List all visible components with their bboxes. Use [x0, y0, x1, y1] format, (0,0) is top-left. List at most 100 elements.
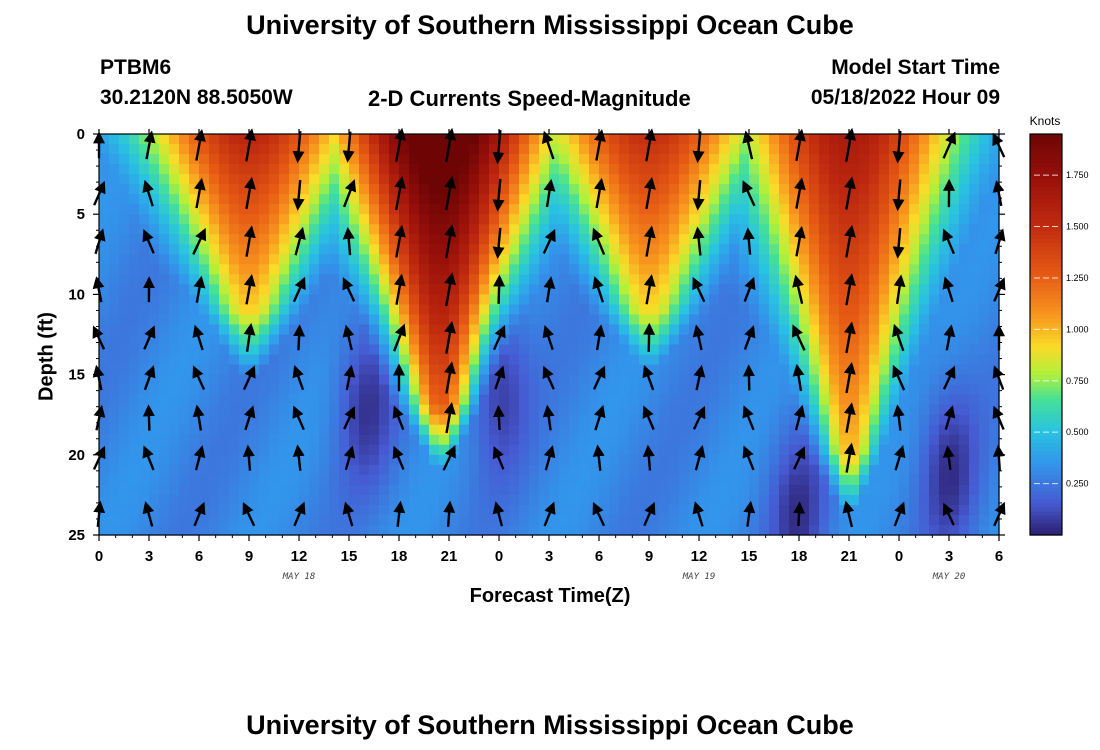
heatmap-cell: [279, 194, 290, 205]
heatmap-cell: [459, 294, 470, 306]
heatmap-cell: [569, 244, 580, 255]
heatmap-cell: [969, 474, 980, 486]
heatmap-cell: [719, 304, 730, 316]
heatmap-cell: [899, 164, 910, 175]
heatmap-cell: [819, 364, 830, 376]
heatmap-cell: [399, 494, 410, 506]
heatmap-cell: [509, 224, 520, 235]
heatmap-cell: [929, 514, 940, 526]
heatmap-cell: [139, 244, 150, 255]
heatmap-cell: [119, 144, 130, 155]
heatmap-cell: [419, 414, 430, 426]
heatmap-cell: [159, 174, 170, 185]
heatmap-cell: [499, 464, 510, 476]
heatmap-cell: [879, 314, 890, 326]
heatmap-cell: [799, 474, 810, 486]
heatmap-cell: [409, 424, 420, 436]
heatmap-cell: [899, 184, 910, 195]
heatmap-cell: [929, 134, 940, 145]
heatmap-cell: [409, 244, 420, 255]
heatmap-cell: [609, 364, 620, 376]
heatmap-cell: [229, 264, 240, 275]
heatmap-cell: [519, 184, 530, 195]
heatmap-cell: [599, 504, 610, 516]
heatmap-cell: [199, 314, 210, 326]
heatmap-cell: [979, 324, 990, 336]
heatmap-cell: [479, 314, 490, 326]
current-vector-arrow: [394, 127, 407, 163]
heatmap-cell: [179, 344, 190, 356]
heatmap-cell: [229, 324, 240, 336]
heatmap-cell: [419, 374, 430, 386]
heatmap-cell: [429, 194, 440, 205]
heatmap-cell: [709, 314, 720, 326]
heatmap-cell: [989, 334, 1000, 346]
heatmap-cell: [879, 354, 890, 366]
heatmap-cell: [839, 424, 850, 436]
heatmap-cell: [499, 264, 510, 275]
heatmap-cell: [859, 284, 870, 296]
heatmap-cell: [209, 484, 220, 496]
heatmap-cell: [609, 524, 620, 536]
heatmap-cell: [829, 444, 840, 456]
heatmap-cell: [429, 234, 440, 245]
heatmap-cell: [109, 224, 120, 235]
heatmap-cell: [819, 474, 830, 486]
heatmap-cell: [849, 154, 860, 165]
heatmap-cell: [739, 274, 750, 285]
heatmap-cell: [969, 384, 980, 396]
heatmap-cell: [599, 144, 610, 155]
heatmap-cell: [289, 504, 300, 516]
heatmap-cell: [599, 354, 610, 366]
heatmap-cell: [939, 304, 950, 316]
heatmap-cell: [659, 494, 670, 506]
heatmap-cell: [859, 424, 870, 436]
heatmap-cell: [309, 364, 320, 376]
heatmap-cell: [459, 464, 470, 476]
heatmap-cell: [969, 244, 980, 255]
current-vector-arrow: [142, 501, 155, 527]
heatmap-cell: [449, 144, 460, 155]
heatmap-cell: [689, 234, 700, 245]
colorbar-segment: [1030, 390, 1062, 396]
heatmap-cell: [439, 164, 450, 175]
heatmap-cell: [549, 204, 560, 215]
heatmap-cell: [419, 334, 430, 346]
heatmap-cell: [759, 404, 770, 416]
heatmap-cell: [799, 144, 810, 155]
heatmap-cell: [199, 454, 210, 466]
heatmap-cell: [759, 504, 770, 516]
heatmap-cell: [319, 234, 330, 245]
heatmap-cell: [159, 344, 170, 356]
heatmap-cell: [989, 394, 1000, 406]
heatmap-cell: [389, 484, 400, 496]
heatmap-cell: [509, 294, 520, 306]
heatmap-cell: [629, 524, 640, 536]
heatmap-cell: [569, 384, 580, 396]
heatmap-cell: [769, 454, 780, 466]
heatmap-cell: [789, 434, 800, 446]
heatmap-cell: [769, 244, 780, 255]
heatmap-cell: [349, 324, 360, 336]
heatmap-cell: [159, 504, 170, 516]
heatmap-cell: [919, 364, 930, 376]
heatmap-cell: [389, 194, 400, 205]
heatmap-cell: [899, 354, 910, 366]
heatmap-cell: [569, 264, 580, 275]
heatmap-cell: [979, 234, 990, 245]
heatmap-cell: [369, 444, 380, 456]
heatmap-cell: [569, 524, 580, 536]
heatmap-cell: [779, 344, 790, 356]
heatmap-cell: [489, 464, 500, 476]
heatmap-cell: [869, 394, 880, 406]
current-vector-arrow: [792, 363, 805, 392]
heatmap-cell: [349, 164, 360, 175]
heatmap-cell: [609, 514, 620, 526]
colorbar-segment: [1030, 266, 1062, 271]
heatmap-cell: [209, 454, 220, 466]
heatmap-cell: [309, 494, 320, 506]
heatmap-cell: [379, 364, 390, 376]
x-tick-label: 3: [145, 548, 153, 565]
heatmap-cell: [609, 234, 620, 245]
heatmap-cell: [439, 174, 450, 185]
